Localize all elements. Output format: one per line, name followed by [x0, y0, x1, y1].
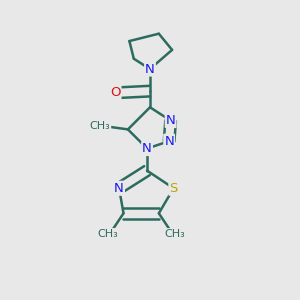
Text: N: N [142, 142, 152, 155]
Text: CH₃: CH₃ [90, 122, 110, 131]
Text: N: N [166, 114, 176, 127]
Text: N: N [145, 62, 155, 76]
Text: N: N [114, 182, 124, 195]
Text: CH₃: CH₃ [165, 229, 185, 239]
Text: CH₃: CH₃ [97, 229, 118, 239]
Text: S: S [169, 182, 178, 195]
Text: N: N [164, 135, 174, 148]
Text: O: O [110, 86, 121, 99]
